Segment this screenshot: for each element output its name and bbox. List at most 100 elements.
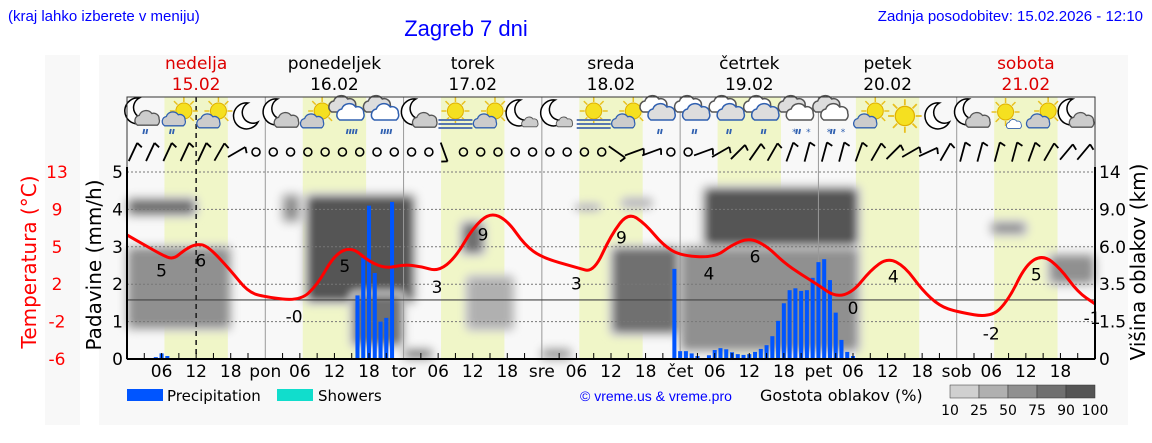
calm-wind-icon — [458, 147, 469, 157]
precipitation-axis-label: Padavine (mm/h) — [82, 179, 106, 350]
calm-wind-icon — [424, 147, 434, 157]
wind-barb-icon — [1043, 142, 1060, 162]
cloud-region — [578, 206, 598, 209]
temperature-axis-panel — [45, 55, 80, 425]
wind-barb-icon — [1059, 143, 1077, 161]
day-abbr-tick: pet — [804, 362, 832, 382]
cloud-rain-icon — [743, 95, 780, 135]
cloud-region — [463, 223, 483, 253]
legend-showers-swatch — [277, 389, 313, 401]
day-date: 20.02 — [863, 75, 912, 95]
temperature-label: 6 — [195, 252, 206, 272]
calm-wind-icon — [666, 147, 676, 157]
hour-tick: 06 — [980, 362, 1002, 382]
cloud-region — [307, 196, 414, 301]
temperature-tick: -6 — [49, 350, 66, 370]
wind-barb-icon — [179, 142, 195, 162]
day-date: 19.02 — [725, 75, 774, 95]
night-cloudy-icon — [400, 98, 438, 128]
wind-barb-icon — [993, 141, 1006, 162]
precipitation-bar — [816, 262, 821, 359]
day-date: 18.02 — [587, 75, 636, 95]
precipitation-bar — [378, 321, 383, 359]
cloud-region — [705, 188, 857, 245]
wind-barb-icon — [885, 144, 905, 160]
precipitation-bar — [706, 355, 711, 359]
wind-barb-icon — [730, 144, 749, 160]
precipitation-bar — [776, 320, 781, 359]
axes: 06 12 18 pon 06 12 18 tor 06 12 18 sre 06 12 18 čet 06 12… — [46, 96, 1126, 382]
day-abbr-tick: sob — [942, 362, 972, 382]
hour-tick: 18 — [496, 362, 518, 382]
precipitation-bar — [758, 348, 763, 359]
precipitation-bar — [672, 268, 677, 359]
colorbar-label: 75 — [1028, 403, 1046, 419]
partly-cloudy-icon — [1025, 97, 1063, 129]
temperature-series: 5 6 -0 5 3 9 3 9 4 6 0 4 -2 5 -1 — [126, 213, 1101, 345]
temperature-tick: -2 — [49, 313, 66, 333]
copyright-link[interactable]: © vreme.us & vreme.pro — [580, 388, 732, 404]
wind-barb-icon — [608, 145, 626, 163]
hour-tick: 18 — [1050, 362, 1072, 382]
calm-wind-icon — [268, 147, 279, 157]
day-abbr-tick: sre — [529, 362, 555, 382]
cloud-height-tick: 9.0 — [1099, 200, 1126, 220]
colorbar-label: 50 — [999, 403, 1017, 419]
wind-barb-icon — [918, 146, 939, 158]
colorbar-label: 25 — [970, 403, 988, 419]
temperature-label: -0 — [286, 307, 303, 327]
wind-barb-icon — [641, 147, 663, 157]
moon-icon — [924, 102, 952, 130]
hour-tick: 18 — [635, 362, 657, 382]
hour-tick: 06 — [566, 362, 588, 382]
temperature-tick: 2 — [52, 275, 63, 295]
precipitation-bar — [753, 351, 758, 359]
temperature-axis-label: Temperatura (°C) — [17, 175, 41, 349]
temperature-label: 5 — [156, 262, 167, 282]
precipitation-bar — [165, 356, 170, 359]
day-date: 15.02 — [172, 75, 221, 95]
wind-barb-icon — [439, 142, 449, 163]
cloud-region — [624, 200, 650, 206]
colorbar-segment — [1065, 384, 1096, 399]
wind-barb-icon — [1011, 141, 1023, 162]
precipitation-bar — [718, 348, 723, 359]
cloud-density-colorbar: 10 25 50 75 90 100 — [941, 384, 1108, 419]
night-cloudy-icon — [1057, 98, 1095, 128]
partly-cloudy-icon — [472, 97, 509, 129]
precipitation-bar — [678, 351, 683, 359]
temperature-label: 6 — [750, 248, 761, 268]
calm-wind-icon — [475, 147, 486, 157]
precipitation-tick: 1 — [112, 313, 123, 333]
temperature-tick: 9 — [52, 200, 63, 220]
temperature-label: 5 — [339, 257, 350, 277]
calm-wind-icon — [527, 147, 538, 157]
colorbar-segment — [1036, 384, 1067, 399]
location-hint[interactable]: (kraj lahko izberete v meniju) — [8, 8, 200, 25]
temperature-label: 5 — [1031, 266, 1042, 286]
cloud-region — [468, 278, 512, 328]
wind-barbs — [127, 141, 1095, 163]
temperature-label: -2 — [983, 325, 1000, 345]
calm-wind-icon — [683, 147, 693, 157]
cloud-region — [353, 295, 402, 345]
precipitation-bar — [384, 317, 389, 359]
cloud-height-axis-label: Višina oblakov (km) — [1126, 164, 1150, 361]
temperature-label: 9 — [478, 226, 489, 246]
wind-barb-icon — [854, 141, 868, 162]
precipitation-tick: 3 — [112, 238, 123, 258]
precipitation-tick: 5 — [112, 163, 123, 183]
chart-title: Zagreb 7 dni — [404, 16, 528, 41]
cloud-height-tick: 3.5 — [1099, 275, 1126, 295]
cloud-region — [613, 248, 679, 333]
wind-barb-icon — [939, 142, 956, 162]
wind-barb-icon — [693, 147, 714, 157]
sun-small-cloud-icon — [991, 98, 1022, 129]
precipitation-bar — [355, 295, 360, 359]
temperature-label: -1 — [1084, 309, 1101, 329]
hour-tick: 18 — [358, 362, 380, 382]
day-date: 21.02 — [1002, 75, 1051, 95]
cloud-region — [129, 200, 195, 214]
precipitation-tick: 0 — [112, 350, 123, 370]
